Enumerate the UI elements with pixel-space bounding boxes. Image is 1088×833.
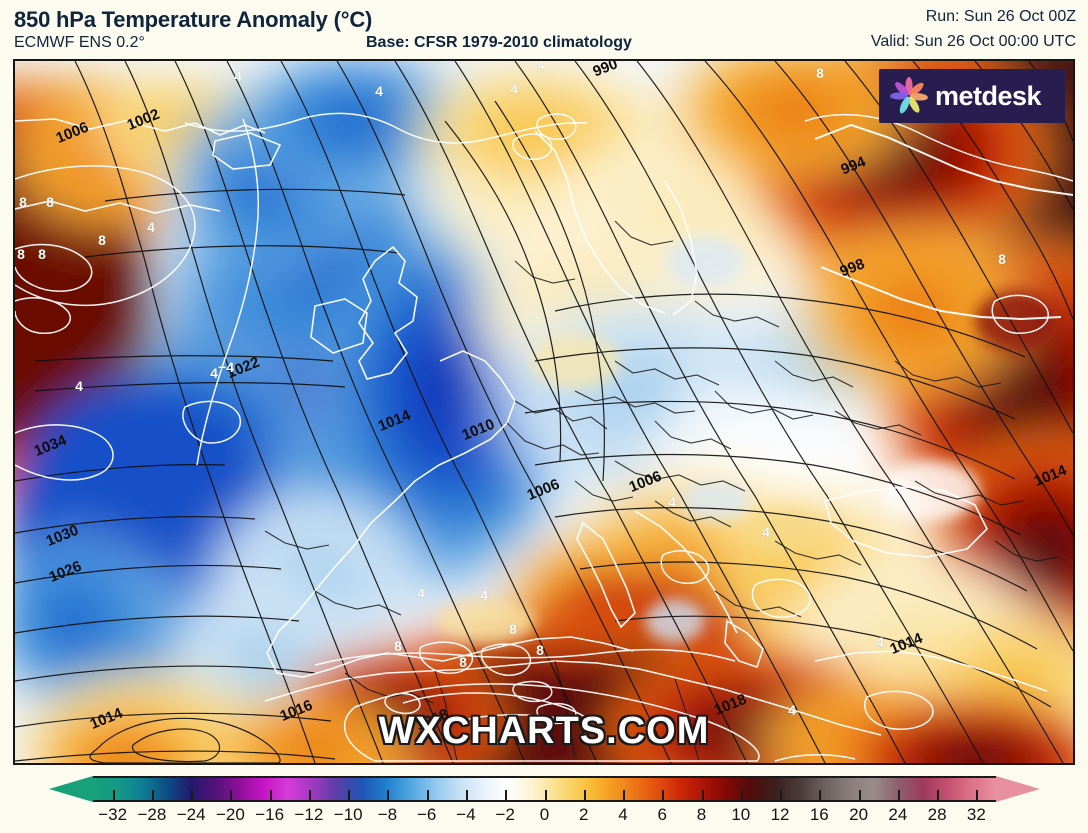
- colorbar-tick-label: 2: [579, 805, 589, 824]
- colorbar-tick: [819, 790, 822, 802]
- anomaly-contour-label: 8: [998, 251, 1006, 267]
- colorbar-tick-label: 28: [927, 805, 947, 824]
- colorbar-tick-label: 0: [539, 805, 550, 824]
- colorbar-tick: [112, 790, 115, 802]
- colorbar-tick: [387, 790, 390, 802]
- colorbar-tick-label: −16: [255, 805, 285, 824]
- metdesk-logo[interactable]: metdesk: [879, 69, 1065, 123]
- climatology-base-label: Base: CFSR 1979-2010 climatology: [366, 34, 632, 51]
- colorbar-tick-label: −4: [456, 805, 476, 824]
- colorbar-tick: [701, 790, 704, 802]
- colorbar-tick: [662, 790, 665, 802]
- anomaly-contour-label: −4: [218, 359, 234, 375]
- anomaly-contour-label: 4: [234, 68, 242, 84]
- colorbar-tick-label: 12: [770, 805, 790, 824]
- colorbar-tick-label: 16: [809, 805, 829, 824]
- colorbar-tick-label: 8: [696, 805, 707, 824]
- isobar-contours: [15, 61, 1073, 763]
- anomaly-contour-label: 4: [668, 494, 676, 510]
- anomaly-contour-label: 4: [876, 634, 884, 650]
- colorbar-tick: [583, 790, 586, 802]
- run-time-label: Run: Sun 26 Oct 00Z: [925, 8, 1076, 25]
- anomaly-contour-label: 8: [816, 65, 824, 81]
- anomaly-contour-label: 8: [394, 638, 402, 654]
- colorbar-tick: [623, 790, 626, 802]
- colorbar-tick: [740, 790, 743, 802]
- anomaly-contour-label: 4: [537, 61, 545, 73]
- colorbar[interactable]: −32 −28 −24 −20 −16 −12 −10 −8 −6 −4 −2 0 2 4 6 8 10 12 16…: [0, 772, 1088, 833]
- colorbar-tick: [426, 790, 429, 802]
- colorbar-tick-label: 24: [888, 805, 908, 824]
- colorbar-max-arrow: [996, 776, 1040, 802]
- colorbar-tick: [348, 790, 351, 802]
- colorbar-tick-label: −10: [333, 805, 363, 824]
- colorbar-min-arrow: [49, 776, 93, 802]
- colorbar-tick-label: −8: [377, 805, 398, 824]
- anomaly-contour-label: 8: [98, 232, 106, 248]
- anomaly-contour-label: 4: [375, 83, 383, 99]
- anomaly-field: [15, 61, 1073, 763]
- colorbar-tick: [780, 790, 783, 802]
- colorbar-tick: [544, 790, 547, 802]
- colorbar-tick-label: 20: [849, 805, 869, 824]
- anomaly-contour-label: 4: [788, 702, 796, 718]
- colorbar-bar: [49, 776, 1040, 802]
- chart-header: 850 hPa Temperature Anomaly (°C) ECMWF E…: [0, 0, 1088, 56]
- colorbar-tick: [308, 790, 311, 802]
- colorbar-tick: [230, 790, 233, 802]
- anomaly-contour-label: 8: [459, 654, 467, 670]
- colorbar-tick: [976, 790, 979, 802]
- anomaly-contour-label: 4: [210, 365, 218, 381]
- colorbar-tick: [505, 790, 508, 802]
- anomaly-contour-label: 8: [509, 621, 517, 637]
- anomaly-contour-label: 4: [480, 587, 488, 603]
- anomaly-contour-label: 4: [75, 378, 83, 394]
- map-panel[interactable]: 990 1002 1006 994 998 1022 1034 1014 1010 1006 100…: [13, 59, 1075, 765]
- country-borders: [264, 220, 1060, 762]
- anomaly-contour-label: 4: [510, 81, 518, 97]
- metdesk-pinwheel-icon: [890, 77, 928, 114]
- colorbar-tick-label: −6: [417, 805, 437, 824]
- metdesk-logo-text: metdesk: [935, 80, 1042, 111]
- anomaly-contour-label: 4: [147, 219, 155, 235]
- colorbar-tick: [937, 790, 940, 802]
- anomaly-contour-label: 8: [38, 246, 46, 262]
- colorbar-tick-label: −12: [294, 805, 324, 824]
- colorbar-tick-label: 10: [731, 805, 751, 824]
- colorbar-tick-label: −2: [495, 805, 515, 824]
- model-label: ECMWF ENS 0.2°: [14, 34, 145, 51]
- colorbar-tick-label: −28: [137, 805, 167, 824]
- colorbar-tick: [897, 790, 900, 802]
- colorbar-ticks: [93, 776, 996, 802]
- colorbar-tick-label: 32: [966, 805, 986, 824]
- anomaly-contour-label: 8: [536, 642, 544, 658]
- colorbar-tick-label: 4: [618, 805, 628, 824]
- colorbar-tick-label: −20: [215, 805, 245, 824]
- colorbar-tick-label: 6: [657, 805, 668, 824]
- anomaly-contour-label: 8: [17, 246, 25, 262]
- anomaly-contours: [15, 112, 1073, 762]
- colorbar-body: [93, 776, 996, 802]
- colorbar-tick-label: −32: [98, 805, 128, 824]
- anomaly-contour-label: 4: [762, 524, 770, 540]
- colorbar-tick: [191, 790, 194, 802]
- colorbar-tick-labels: −32 −28 −24 −20 −16 −12 −10 −8 −6 −4 −2 0 2 4 6 8 10 12 16…: [49, 805, 1040, 829]
- colorbar-tick: [858, 790, 861, 802]
- anomaly-contour-label: 8: [19, 194, 27, 210]
- colorbar-tick: [465, 790, 468, 802]
- anomaly-contour-label: 4: [417, 585, 425, 601]
- colorbar-tick-label: −24: [176, 805, 206, 824]
- page-title: 850 hPa Temperature Anomaly (°C): [14, 7, 373, 32]
- colorbar-tick: [269, 790, 272, 802]
- valid-time-label: Valid: Sun 26 Oct 00:00 UTC: [870, 33, 1076, 50]
- anomaly-contour-label: 8: [46, 194, 54, 210]
- colorbar-tick: [151, 790, 154, 802]
